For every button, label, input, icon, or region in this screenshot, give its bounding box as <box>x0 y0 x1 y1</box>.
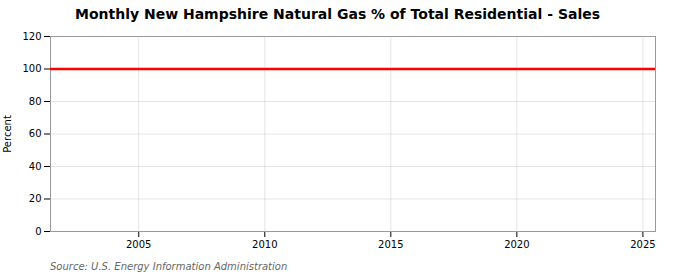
html-text:Monthly New Hampshire Natural: Monthly New Hampshire Natural Gas % of T… <box>75 6 600 22</box>
svg-text:2015: 2015 <box>378 239 403 250</box>
svg-text:0: 0 <box>35 226 41 237</box>
svg-text:Percent: Percent <box>2 115 13 153</box>
svg-text:2005: 2005 <box>126 239 151 250</box>
svg-text:2010: 2010 <box>252 239 277 250</box>
svg-text:2020: 2020 <box>504 239 529 250</box>
svg-text:20: 20 <box>29 193 42 204</box>
svg-text:60: 60 <box>29 128 42 139</box>
svg-text:100: 100 <box>22 63 41 74</box>
svg-text:120: 120 <box>22 31 41 42</box>
html-text:Source: U.S. Energy Informatio: Source: U.S. Energy Information Administ… <box>50 261 288 272</box>
svg-text:2025: 2025 <box>630 239 655 250</box>
svg-text:40: 40 <box>29 161 42 172</box>
svg-text:80: 80 <box>29 96 42 107</box>
